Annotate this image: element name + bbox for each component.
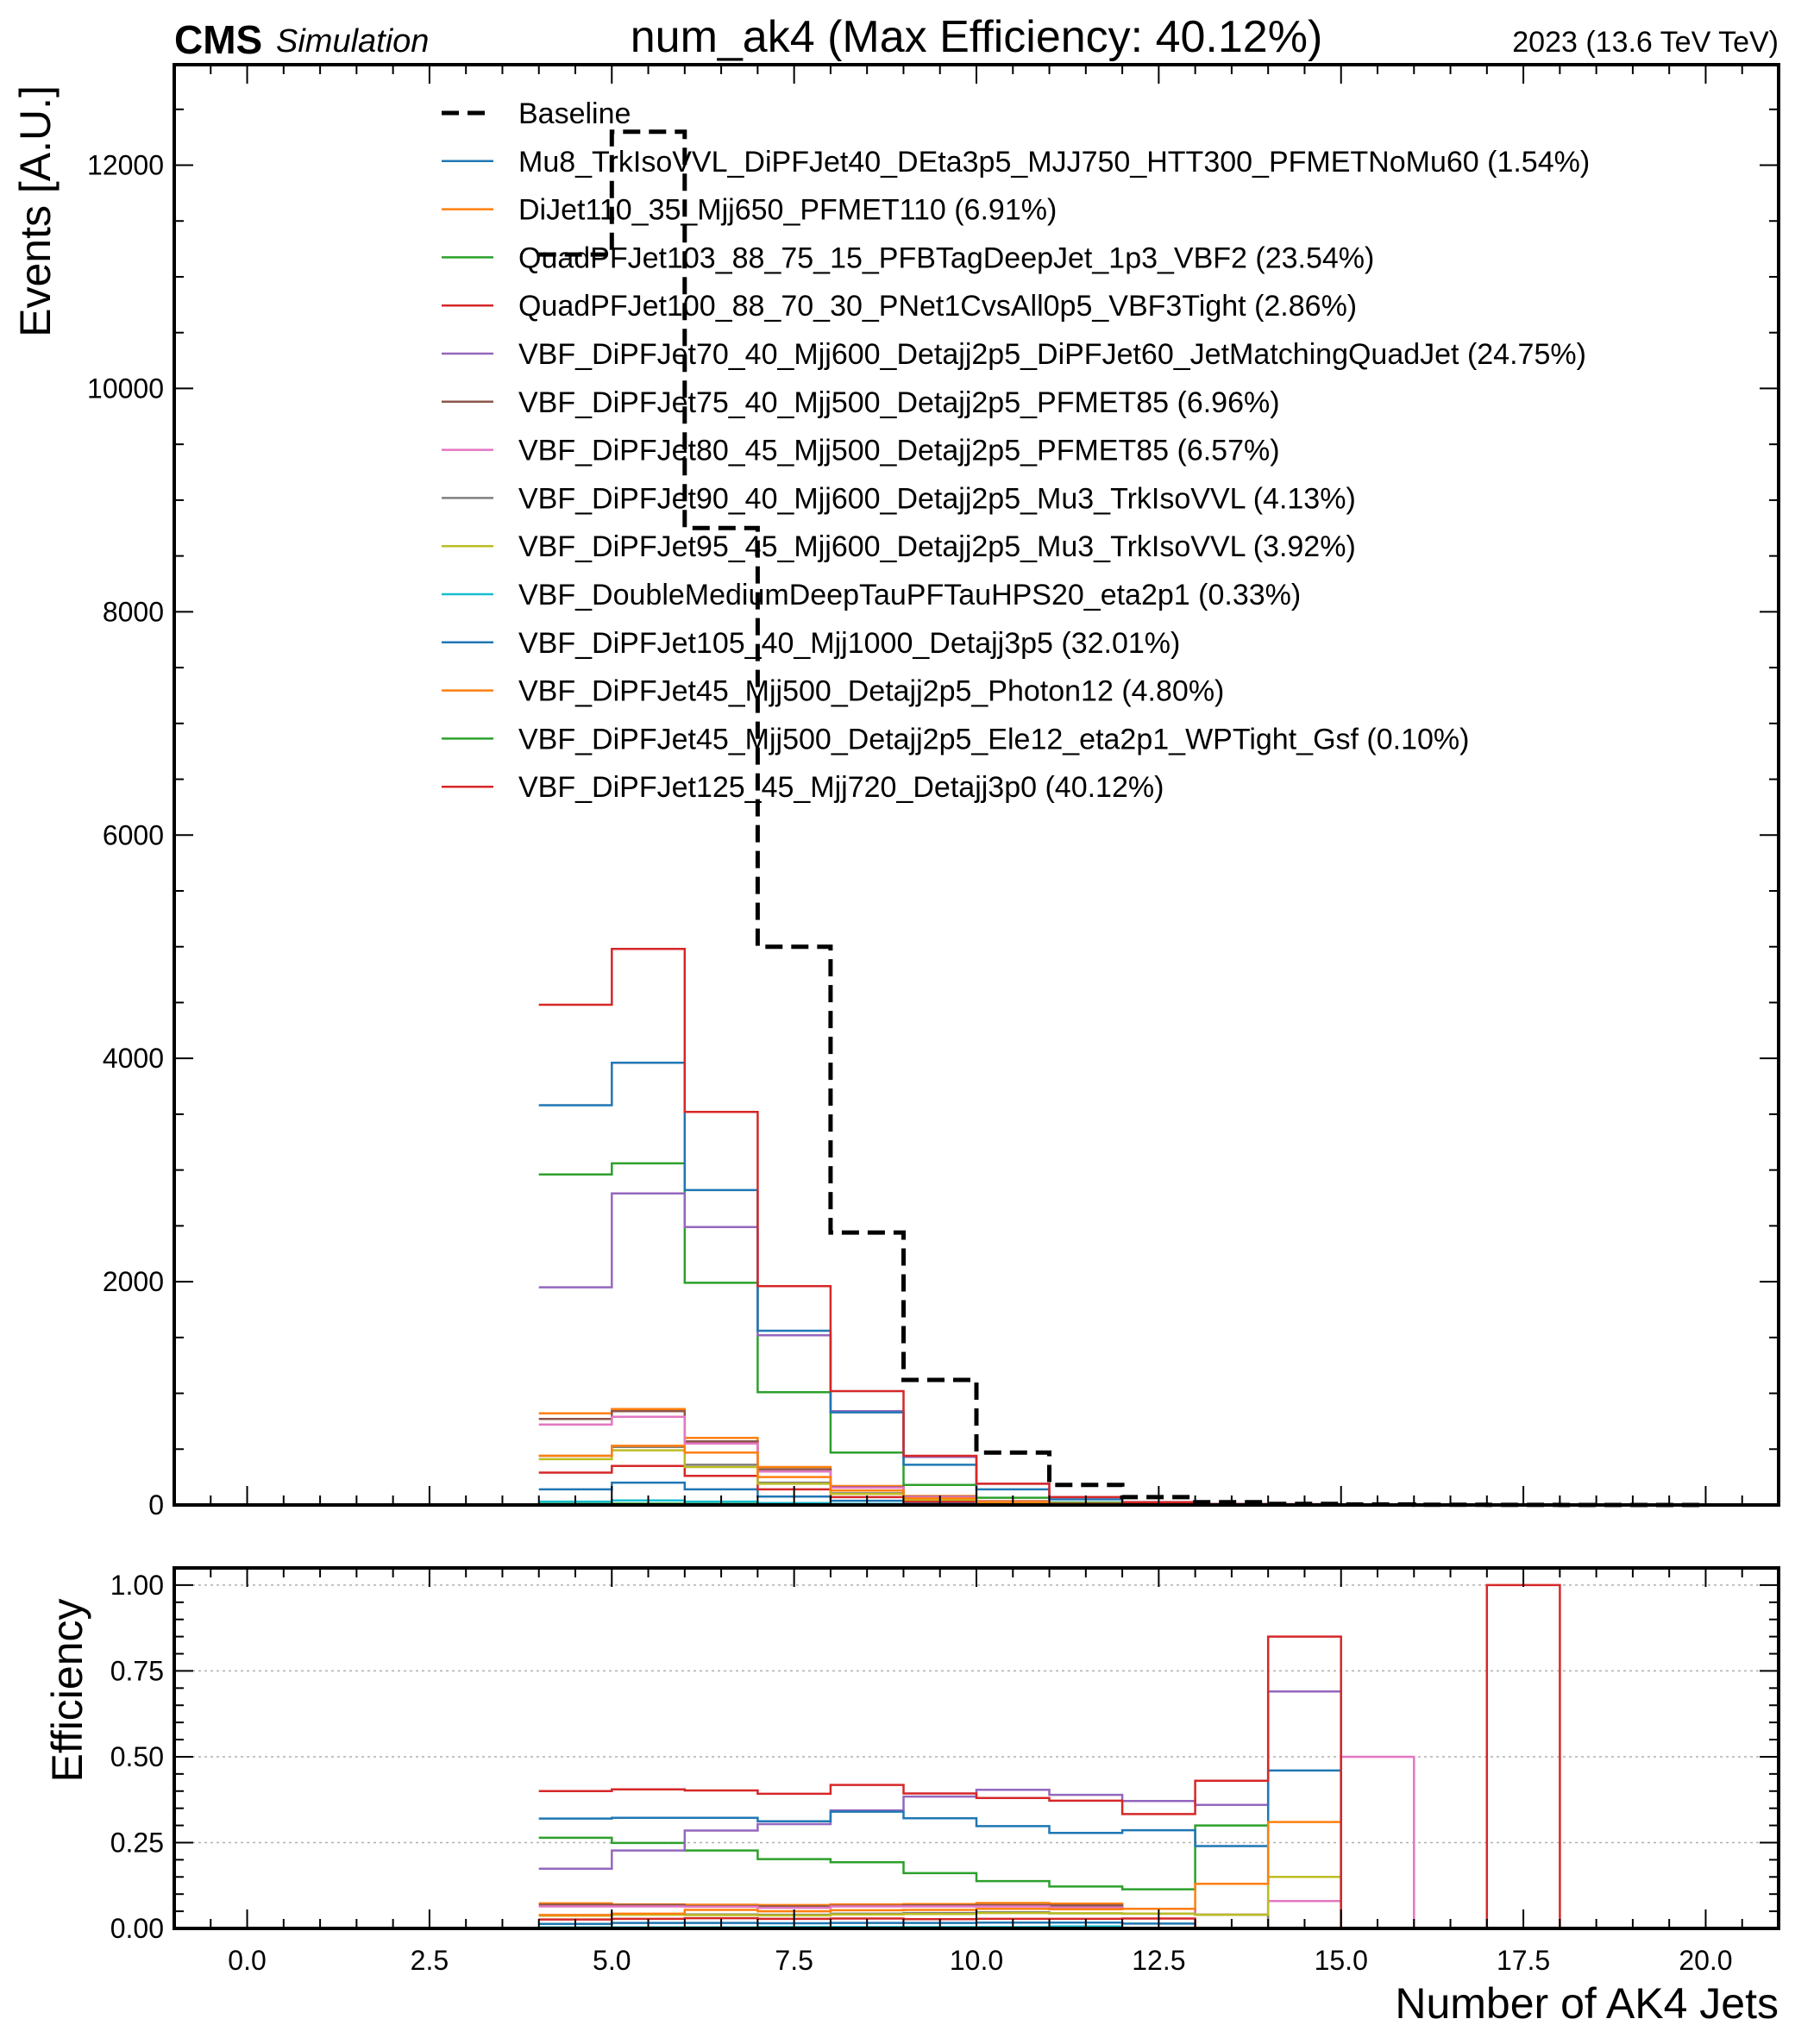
x-tick-label: 12.5 bbox=[1132, 1945, 1185, 1976]
legend-entry: VBF_DoubleMediumDeepTauPFTauHPS20_eta2p1… bbox=[518, 579, 1301, 611]
legend-entry: DiJet110_35_Mjj650_PFMET110 (6.91%) bbox=[518, 194, 1057, 227]
x-tick-label: 7.5 bbox=[775, 1945, 813, 1976]
legend-entry: VBF_DiPFJet75_40_Mjj500_Detajj2p5_PFMET8… bbox=[518, 386, 1280, 419]
legend-entry: VBF_DiPFJet80_45_Mjj500_Detajj2p5_PFMET8… bbox=[518, 435, 1280, 467]
simulation-label: Simulation bbox=[276, 23, 429, 60]
legend-entry: QuadPFJet103_88_75_15_PFBTagDeepJet_1p3_… bbox=[518, 241, 1374, 274]
legend-entry: VBF_DiPFJet105_40_Mjj1000_Detajj3p5 (32.… bbox=[518, 627, 1180, 660]
ratio-panel: 0.00 0.25 0.50 0.75 1.00 0.0 2.5 5.0 7.5 10.0 12.… bbox=[43, 1566, 1780, 2028]
main-series-4 bbox=[538, 1192, 1706, 1507]
x-tick-label: 17.5 bbox=[1497, 1945, 1550, 1976]
legend-entry: VBF_DiPFJet70_40_Mjj600_Detajj2p5_DiPFJe… bbox=[518, 338, 1586, 371]
main-panel: 0 2000 4000 6000 8000 10000 12000 Events [A.U.… bbox=[11, 63, 1780, 1520]
main-y-tick-label: 10000 bbox=[87, 373, 164, 404]
x-tick-label: 5.0 bbox=[593, 1945, 631, 1976]
x-axis-label: Number of AK4 Jets bbox=[1395, 1979, 1779, 2028]
main-y-tick-label: 12000 bbox=[87, 150, 164, 181]
main-y-tick-label: 2000 bbox=[103, 1266, 164, 1297]
legend-entry: VBF_DiPFJet95_45_Mjj600_Detajj2p5_Mu3_Tr… bbox=[518, 530, 1356, 563]
legend-entry: VBF_DiPFJet45_Mjj500_Detajj2p5_Ele12_eta… bbox=[518, 723, 1469, 756]
main-y-ticks: 0 2000 4000 6000 8000 10000 12000 bbox=[87, 108, 1779, 1520]
x-tick-label: 0.0 bbox=[228, 1945, 266, 1976]
ratio-y-axis-label: Efficiency bbox=[43, 1598, 91, 1782]
ratio-y-tick-label: 1.00 bbox=[110, 1570, 164, 1601]
ratio-x-ticks: 0.0 2.5 5.0 7.5 10.0 12.5 15.0 17.5 20.0 bbox=[210, 1568, 1743, 1976]
main-y-axis-label: Events [A.U.] bbox=[11, 85, 60, 337]
ratio-y-ticks: 0.00 0.25 0.50 0.75 1.00 bbox=[110, 1570, 1779, 1944]
cms-label: CMS bbox=[174, 17, 262, 62]
ratio-y-tick-label: 0.75 bbox=[110, 1655, 164, 1686]
main-y-tick-label: 0 bbox=[148, 1489, 164, 1520]
ratio-grid bbox=[174, 1584, 1779, 1844]
ratio-series-13 bbox=[538, 1583, 1706, 1930]
x-tick-label: 15.0 bbox=[1315, 1945, 1368, 1976]
legend-entry: Mu8_TrkIsoVVL_DiPFJet40_DEta3p5_MJJ750_H… bbox=[518, 146, 1590, 179]
ratio-y-tick-label: 0.00 bbox=[110, 1913, 164, 1944]
main-series-2 bbox=[538, 1162, 1706, 1507]
legend-entry: VBF_DiPFJet90_40_Mjj600_Detajj2p5_Mu3_Tr… bbox=[518, 482, 1356, 515]
main-series-6 bbox=[538, 1415, 1706, 1507]
energy-label: 2023 (13.6 TeV TeV) bbox=[1512, 26, 1779, 59]
chart-title: num_ak4 (Max Efficiency: 40.12%) bbox=[631, 12, 1323, 62]
legend-entry: Baseline bbox=[518, 97, 631, 130]
main-y-tick-label: 8000 bbox=[103, 596, 164, 627]
main-y-tick-label: 4000 bbox=[103, 1043, 164, 1074]
x-tick-label: 2.5 bbox=[411, 1945, 449, 1976]
x-tick-label: 10.0 bbox=[950, 1945, 1003, 1976]
main-series-5 bbox=[538, 1410, 1706, 1507]
legend-entry: VBF_DiPFJet125_45_Mjj720_Detajj3p0 (40.1… bbox=[518, 771, 1164, 804]
ratio-y-tick-label: 0.25 bbox=[110, 1827, 164, 1858]
ratio-y-tick-label: 0.50 bbox=[110, 1741, 164, 1772]
ratio-plot-frame bbox=[173, 1566, 1780, 1930]
legend-entry: VBF_DiPFJet45_Mjj500_Detajj2p5_Photon12 … bbox=[518, 675, 1224, 708]
x-tick-label: 20.0 bbox=[1679, 1945, 1732, 1976]
main-y-tick-label: 6000 bbox=[103, 819, 164, 850]
main-series-1 bbox=[538, 1408, 1706, 1507]
legend-entry: QuadPFJet100_88_70_30_PNet1CvsAll0p5_VBF… bbox=[518, 290, 1357, 323]
main-plot-frame bbox=[173, 63, 1780, 1507]
legend: Baseline Mu8_TrkIsoVVL_DiPFJet40_DEta3p5_… bbox=[442, 97, 1590, 804]
